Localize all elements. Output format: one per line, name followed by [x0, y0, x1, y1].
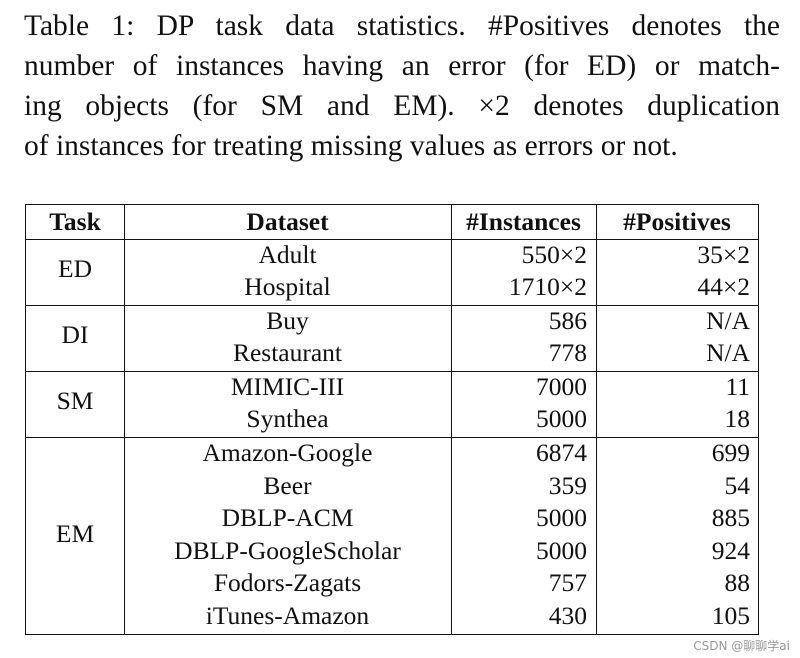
- positives-cell: 699: [711, 438, 750, 467]
- dataset-cell: MIMIC-III: [230, 372, 345, 401]
- header-dataset: Dataset: [246, 207, 329, 236]
- positives-cell: 924: [711, 535, 750, 565]
- group-rule: [26, 437, 758, 438]
- positives-cell: 35×2: [697, 240, 750, 269]
- instances-cell: 5000: [536, 503, 587, 532]
- watermark: CSDN @聊聊学ai: [693, 639, 790, 653]
- header-rule: [26, 239, 758, 240]
- dataset-cell: Adult: [258, 240, 317, 269]
- caption-line: Table 1: DP task data statistics. #Posit…: [24, 10, 780, 42]
- positives-cell: N/A: [706, 306, 750, 335]
- group-rule: [26, 371, 758, 372]
- dataset-cell: Restaurant: [232, 338, 343, 367]
- positives-cell: 44×2: [697, 272, 750, 301]
- dataset-cell: Buy: [266, 306, 309, 335]
- dataset-cell: DBLP-GoogleScholar: [174, 535, 401, 565]
- task-cell: SM: [56, 386, 94, 415]
- instances-cell: 7000: [536, 372, 587, 401]
- instances-cell: 430: [548, 600, 587, 630]
- dataset-cell: Hospital: [244, 272, 331, 301]
- caption-line: number of instances having an error (for…: [24, 50, 780, 82]
- dataset-cell: Fodors-Zagats: [213, 568, 362, 597]
- caption-line: of instances for treating missing values…: [24, 130, 678, 162]
- instances-cell: 550×2: [521, 240, 587, 269]
- positives-cell: 885: [711, 503, 750, 532]
- table-caption: Table 1: DP task data statistics. #Posit…: [24, 6, 780, 166]
- task-cell: EM: [55, 519, 95, 548]
- instances-cell: 5000: [536, 535, 587, 565]
- instances-cell: 5000: [536, 404, 587, 433]
- task-cell: ED: [58, 254, 92, 283]
- header-instances: #Instances: [466, 207, 581, 236]
- dataset-cell: Amazon-Google: [202, 438, 373, 467]
- positives-cell: 18: [724, 404, 751, 433]
- positives-cell: 105: [711, 600, 750, 630]
- instances-cell: 778: [548, 338, 587, 367]
- column-divider: [124, 205, 125, 634]
- dataset-cell: Beer: [263, 470, 312, 500]
- instances-cell: 757: [548, 568, 587, 597]
- instances-cell: 6874: [536, 438, 587, 467]
- header-positives: #Positives: [623, 207, 731, 236]
- column-divider: [451, 205, 452, 634]
- header-task: Task: [49, 207, 101, 236]
- caption-line: ing objects (for SM and EM). ×2 denotes …: [24, 90, 780, 122]
- instances-cell: 586: [548, 306, 587, 335]
- dataset-cell: iTunes-Amazon: [205, 600, 370, 630]
- instances-cell: 1710×2: [508, 272, 587, 301]
- task-cell: DI: [61, 320, 89, 349]
- dataset-cell: DBLP-ACM: [221, 503, 354, 532]
- group-rule: [26, 305, 758, 306]
- statistics-table: Task Dataset #Instances #Positives ED Ad…: [25, 204, 759, 635]
- dataset-cell: Synthea: [246, 404, 329, 433]
- positives-cell: 54: [724, 470, 751, 500]
- instances-cell: 359: [548, 470, 587, 500]
- column-divider: [596, 205, 597, 634]
- positives-cell: 88: [724, 568, 751, 597]
- positives-cell: N/A: [706, 338, 750, 367]
- positives-cell: 11: [725, 372, 750, 401]
